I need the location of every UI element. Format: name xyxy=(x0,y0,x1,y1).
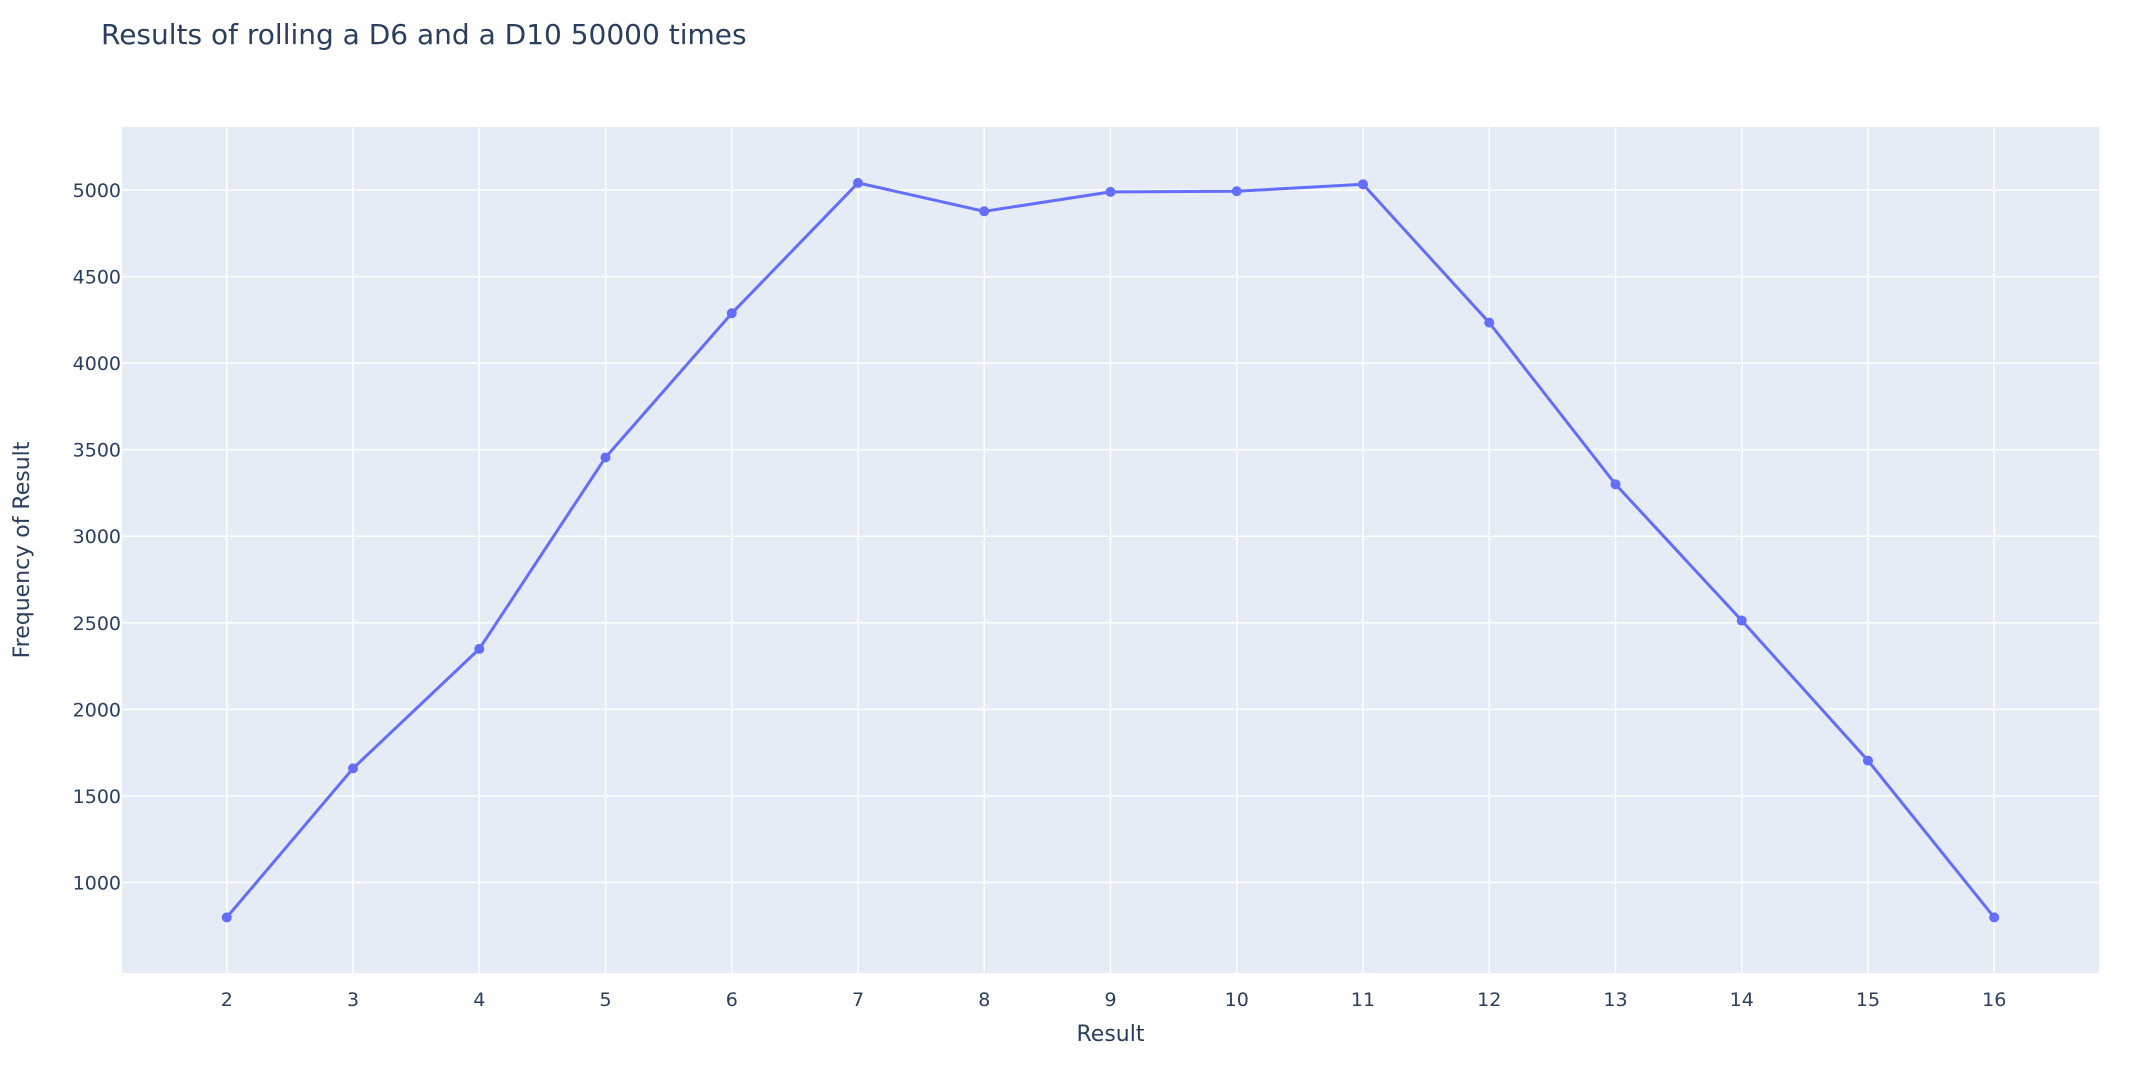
x-tick-label: 16 xyxy=(1982,989,2006,1011)
x-tick-label: 9 xyxy=(1104,989,1116,1011)
y-tick-label: 4500 xyxy=(73,267,121,289)
data-point xyxy=(853,177,864,188)
y-tick-label: 5000 xyxy=(73,180,121,202)
y-tick-label: 2000 xyxy=(73,699,121,721)
y-axis-title: Frequency of Result xyxy=(10,441,35,658)
x-tick-label: 4 xyxy=(473,989,485,1011)
x-tick-label: 10 xyxy=(1225,989,1249,1011)
x-tick-label: 11 xyxy=(1351,989,1375,1011)
series-points xyxy=(221,177,2000,923)
data-point xyxy=(474,643,485,654)
x-tick-label: 7 xyxy=(852,989,864,1011)
x-tick-label: 12 xyxy=(1477,989,1501,1011)
y-tick-label: 4000 xyxy=(73,353,121,375)
x-tick-label: 13 xyxy=(1603,989,1627,1011)
data-point xyxy=(1989,912,2000,923)
data-point xyxy=(1231,186,1242,197)
x-tick-label: 14 xyxy=(1730,989,1754,1011)
y-axis-ticks: 1000 1500 2000 2500 3000 3500 4000 4500 5000 xyxy=(73,180,121,894)
data-point xyxy=(600,452,611,463)
data-point xyxy=(1357,179,1368,190)
x-tick-label: 3 xyxy=(347,989,359,1011)
x-gridlines xyxy=(226,127,1995,973)
x-axis-title: Result xyxy=(1077,1022,1145,1047)
data-point xyxy=(348,763,359,774)
x-tick-label: 5 xyxy=(599,989,611,1011)
y-tick-label: 2500 xyxy=(73,613,121,635)
x-tick-label: 2 xyxy=(221,989,233,1011)
data-point xyxy=(221,912,232,923)
x-tick-label: 6 xyxy=(726,989,738,1011)
data-point xyxy=(1484,317,1495,328)
x-axis-ticks: 2 3 4 5 6 7 8 9 10 11 12 13 14 15 16 xyxy=(221,989,2007,1011)
y-tick-label: 1000 xyxy=(73,872,121,894)
x-tick-label: 15 xyxy=(1856,989,1880,1011)
y-tick-label: 3000 xyxy=(73,526,121,548)
data-point xyxy=(1610,479,1621,490)
data-point xyxy=(1736,615,1747,626)
data-point xyxy=(1105,186,1116,197)
y-tick-label: 1500 xyxy=(73,786,121,808)
data-point xyxy=(979,206,990,217)
data-point xyxy=(1862,755,1873,766)
y-tick-label: 3500 xyxy=(73,440,121,462)
data-point xyxy=(726,308,737,319)
x-tick-label: 8 xyxy=(978,989,990,1011)
chart-title: Results of rolling a D6 and a D10 50000 … xyxy=(101,18,747,51)
